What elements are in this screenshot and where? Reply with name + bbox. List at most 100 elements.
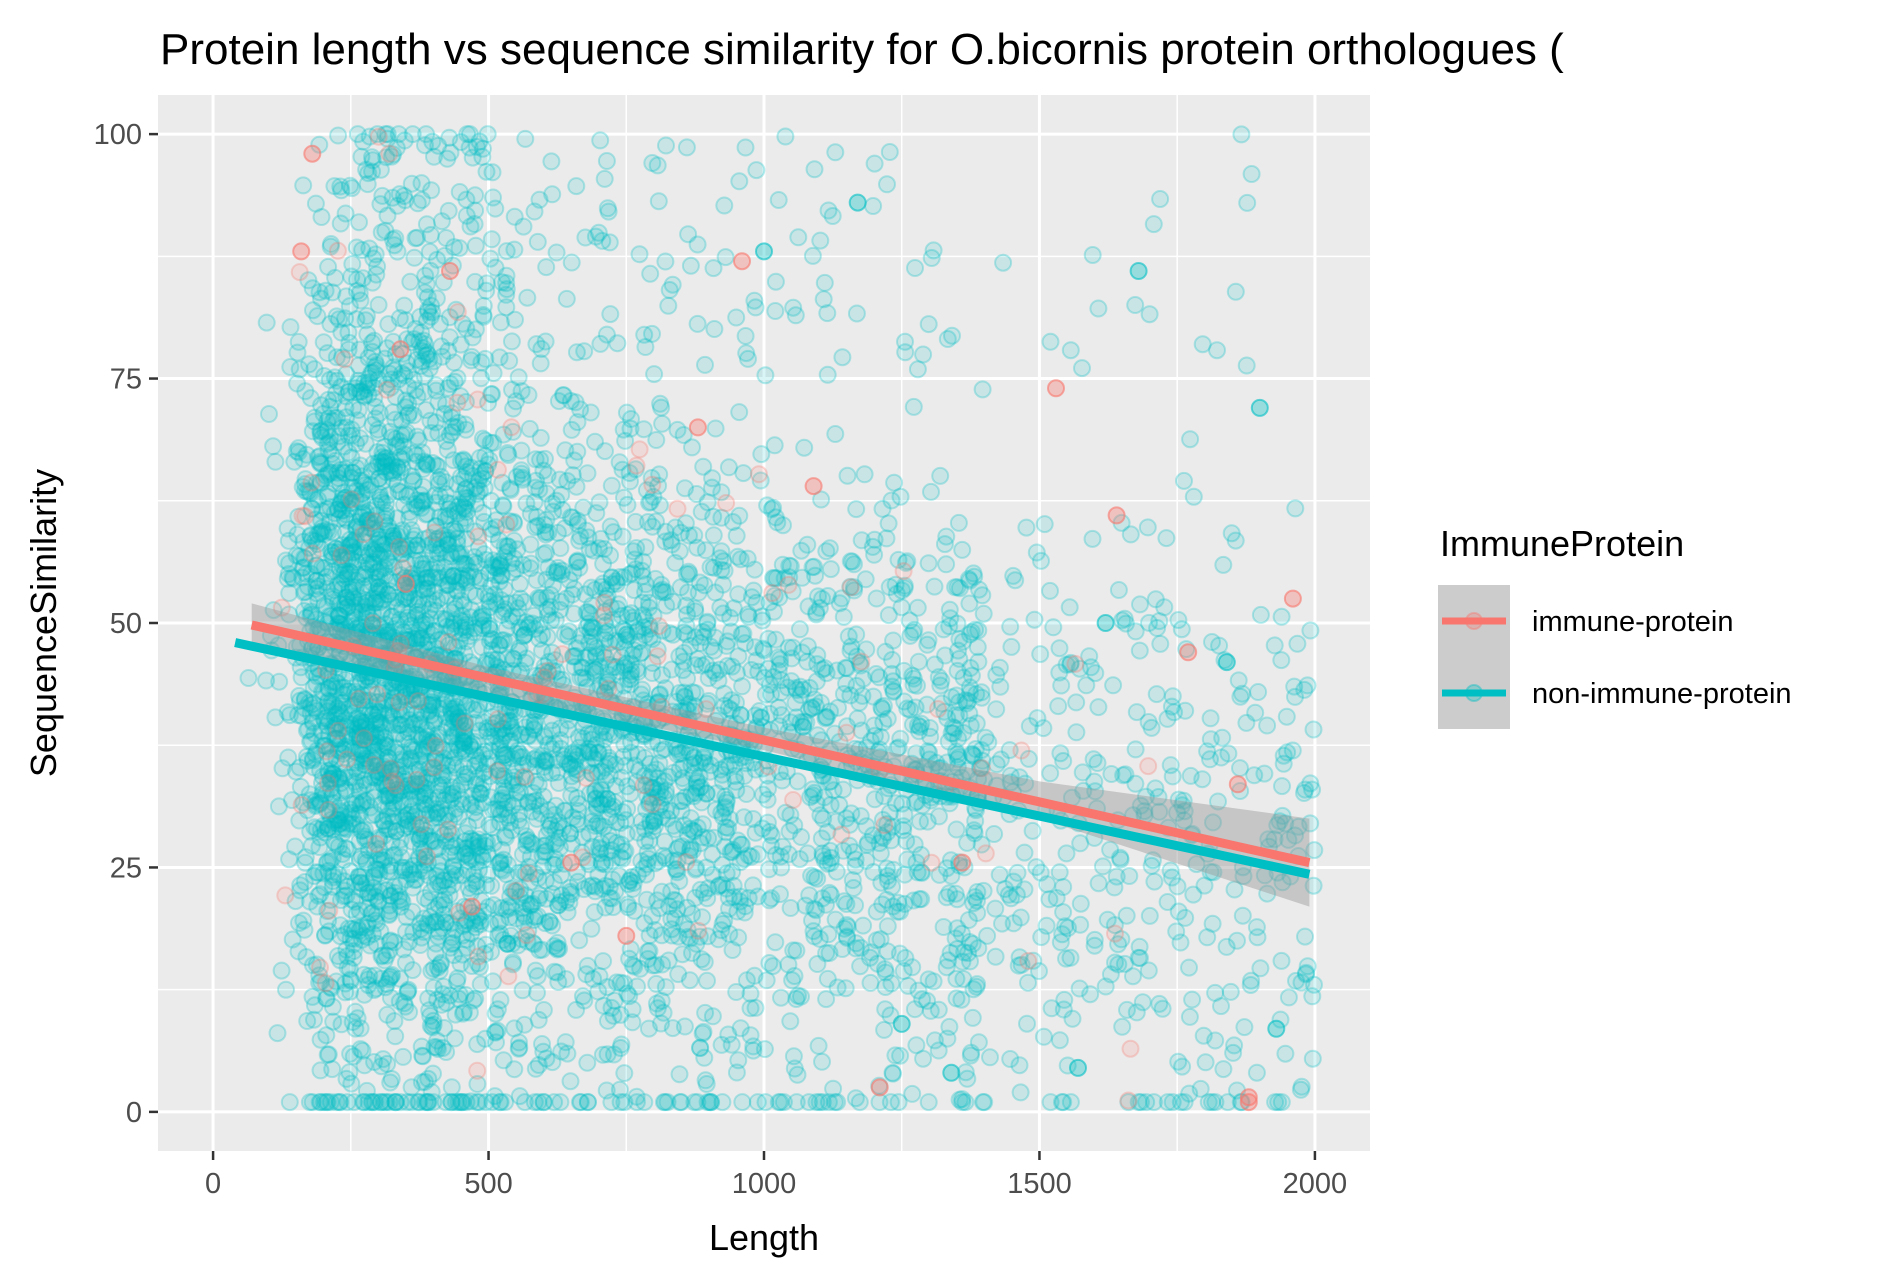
data-point (1083, 246, 1102, 264)
data-point (1149, 788, 1168, 806)
data-point (1184, 885, 1203, 904)
data-point (375, 851, 394, 870)
data-point (1104, 676, 1123, 695)
data-point (769, 698, 788, 717)
data-point (861, 948, 879, 967)
data-point (990, 658, 1009, 677)
data-point (407, 632, 426, 651)
data-point (1067, 693, 1086, 712)
data-point (400, 1003, 419, 1022)
data-point (551, 539, 570, 558)
data-point (543, 185, 562, 204)
data-point (363, 540, 381, 559)
data-point (340, 862, 359, 881)
data-point (693, 1024, 712, 1043)
data-point (702, 1093, 720, 1112)
data-point (481, 433, 500, 452)
data-point (1034, 719, 1053, 738)
data-point (324, 765, 343, 784)
data-point (401, 272, 420, 291)
data-point (728, 902, 747, 921)
data-point (352, 821, 371, 840)
data-point (624, 611, 643, 630)
data-point (422, 695, 441, 714)
data-point (591, 529, 610, 548)
data-point (478, 833, 496, 852)
data-point (1144, 1093, 1163, 1112)
data-point (865, 545, 884, 564)
data-point (299, 577, 317, 596)
data-point (428, 803, 447, 822)
data-point (686, 602, 705, 621)
data-point (614, 420, 633, 439)
data-point (312, 421, 331, 440)
data-point (458, 839, 477, 858)
data-point (358, 604, 377, 623)
data-point (287, 442, 306, 461)
data-point (1238, 193, 1257, 212)
data-point (674, 661, 693, 680)
data-point (452, 452, 470, 471)
data-point (780, 556, 799, 575)
data-point (687, 783, 705, 802)
data-point (838, 466, 857, 485)
data-point (836, 979, 855, 998)
data-point (1001, 617, 1020, 636)
data-point (813, 844, 832, 863)
data-point (772, 706, 791, 725)
data-point (394, 940, 413, 959)
data-point (530, 590, 549, 609)
data-point (391, 537, 410, 556)
data-point (826, 425, 845, 443)
data-point (919, 315, 938, 334)
data-point (908, 360, 927, 379)
data-point (373, 774, 392, 793)
data-point (632, 643, 651, 662)
data-point (1044, 618, 1063, 637)
data-point (733, 677, 752, 696)
data-point (587, 647, 606, 666)
data-point (701, 637, 720, 656)
data-point (331, 678, 350, 697)
series-points-non-immune-protein (239, 125, 1324, 1112)
data-point (715, 196, 734, 215)
data-point (1279, 988, 1298, 1007)
data-point (329, 606, 348, 625)
data-point (497, 285, 516, 304)
data-point (641, 264, 660, 283)
data-point (867, 589, 886, 608)
data-point (752, 445, 771, 464)
data-point (1109, 581, 1128, 599)
data-point (1247, 918, 1266, 937)
data-point (547, 662, 566, 681)
data-point (351, 730, 369, 749)
data-point (783, 971, 802, 990)
data-point (444, 755, 463, 774)
data-point (460, 1003, 479, 1022)
data-point (354, 269, 372, 288)
chart-title: Protein length vs sequence similarity fo… (160, 25, 1564, 74)
data-point (942, 688, 961, 707)
data-point (618, 625, 636, 644)
data-point (704, 259, 723, 278)
data-point (1073, 359, 1091, 378)
data-point (807, 605, 826, 624)
data-point (408, 595, 427, 614)
data-point (617, 824, 636, 843)
data-point (1004, 566, 1023, 585)
data-point (731, 887, 750, 906)
data-point (484, 433, 503, 452)
data-point (848, 709, 867, 728)
data-point (502, 554, 521, 573)
data-point (723, 941, 742, 959)
data-point (1031, 645, 1050, 664)
data-point (1020, 717, 1039, 736)
data-point (346, 772, 365, 791)
data-point (490, 1093, 509, 1112)
data-point (812, 693, 830, 712)
data-point (692, 950, 711, 969)
data-point (364, 553, 383, 571)
data-point (427, 554, 446, 573)
data-point (300, 355, 319, 374)
data-point (1060, 598, 1079, 617)
